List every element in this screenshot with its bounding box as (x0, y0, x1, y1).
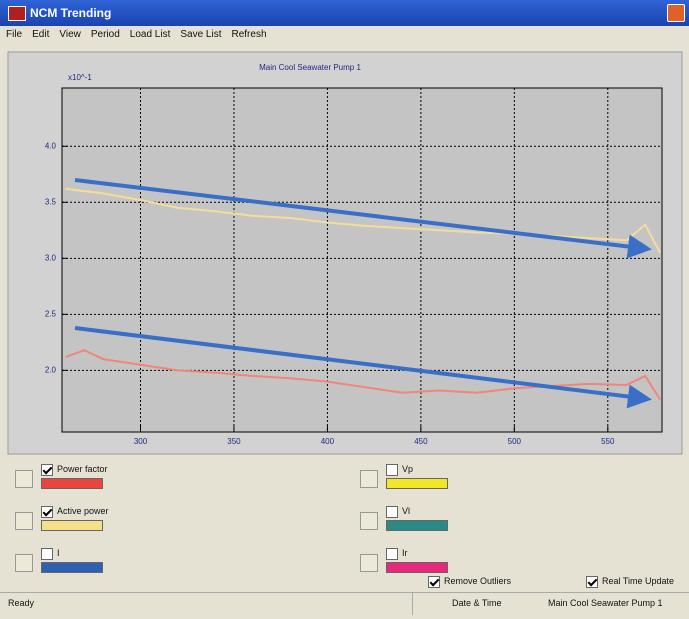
option-checkbox[interactable] (586, 576, 598, 588)
series-label: Power factor (57, 464, 108, 474)
y-tick-label: 4.0 (45, 141, 57, 150)
option-label: Real Time Update (602, 576, 675, 586)
series-swatch[interactable] (41, 520, 103, 531)
x-tick-label: 350 (227, 437, 241, 446)
select-button[interactable] (15, 470, 33, 488)
series-checkbox[interactable] (41, 506, 53, 518)
plot-area (61, 87, 663, 433)
app-icon (8, 6, 26, 21)
series-label: Vp (402, 464, 414, 474)
menu-item[interactable]: File (6, 29, 23, 40)
series-checkbox[interactable] (386, 506, 398, 518)
series-swatch[interactable] (41, 562, 103, 573)
status-source: Main Cool Seawater Pump 1 (548, 598, 663, 608)
series-checkbox[interactable] (41, 548, 53, 560)
x-tick-label: 450 (414, 437, 428, 446)
series-swatch[interactable] (386, 562, 448, 573)
select-button[interactable] (15, 554, 33, 572)
menu-item[interactable]: Save List (180, 29, 222, 40)
option-label: Remove Outliers (444, 576, 512, 586)
x-tick-label: 500 (508, 437, 522, 446)
menu-item[interactable]: Period (90, 29, 120, 40)
menu-item[interactable]: View (59, 29, 81, 40)
y-axis-label: x10^-1 (68, 73, 92, 82)
window-title: NCM Trending (30, 6, 112, 20)
series-label: Ir (402, 548, 408, 558)
series-label: I (57, 548, 60, 558)
menu-item[interactable]: Edit (32, 29, 50, 40)
trend-arrow (74, 178, 652, 259)
menu-bar: File Edit View Period Load List Save List Refr… (0, 26, 689, 44)
series-label: Vl (402, 506, 411, 516)
chart-title: Main Cool Seawater Pump 1 (259, 63, 361, 72)
status-text: Ready (8, 598, 35, 608)
x-tick-label: 300 (134, 437, 148, 446)
series-checkbox[interactable] (41, 464, 53, 476)
series-label: Active power (57, 506, 109, 516)
menu-item[interactable]: Load List (129, 29, 171, 40)
divider (412, 593, 413, 615)
series-swatch[interactable] (41, 478, 103, 489)
y-tick-label: 3.0 (45, 253, 57, 262)
y-tick-label: 2.0 (45, 365, 57, 374)
select-button[interactable] (15, 512, 33, 530)
status-date: Date & Time (452, 598, 502, 608)
series-swatch[interactable] (386, 478, 448, 489)
menu-item[interactable]: Refresh (231, 29, 267, 40)
chart: Main Cool Seawater Pump 1 x10^-1 2.0 2.5 3… (7, 51, 683, 455)
close-button[interactable] (667, 4, 685, 22)
trend-arrow (74, 326, 652, 409)
option-checkbox[interactable] (428, 576, 440, 588)
select-button[interactable] (360, 512, 378, 530)
y-tick-label: 3.5 (45, 197, 57, 206)
series-swatch[interactable] (386, 520, 448, 531)
select-button[interactable] (360, 554, 378, 572)
series-checkbox[interactable] (386, 548, 398, 560)
y-tick-label: 2.5 (45, 309, 57, 318)
select-button[interactable] (360, 470, 378, 488)
data-line (65, 349, 661, 401)
x-tick-label: 400 (321, 437, 335, 446)
data-line (65, 187, 662, 254)
series-checkbox[interactable] (386, 464, 398, 476)
x-tick-label: 550 (601, 437, 615, 446)
status-bar: Ready Date & Time Main Cool Seawater Pum… (0, 592, 689, 615)
title-bar: NCM Trending (0, 0, 689, 26)
